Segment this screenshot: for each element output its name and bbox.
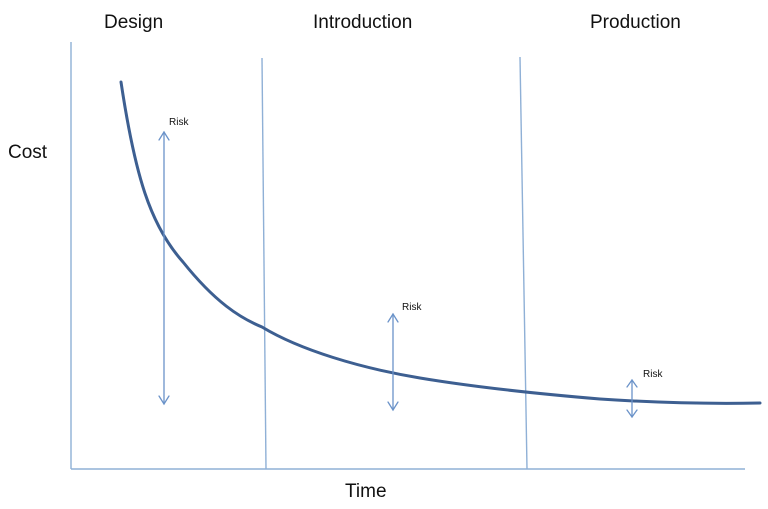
- risk-label-design: Risk: [169, 117, 189, 128]
- phase-divider-introduction-production: [519, 56, 528, 470]
- phase-label-introduction: Introduction: [313, 12, 413, 33]
- risk-arrow-introduction: [387, 312, 399, 412]
- cost-curve: [119, 80, 762, 405]
- y-axis-label: Cost: [8, 142, 48, 163]
- risk-arrow-design: [158, 130, 170, 406]
- phase-divider-design-introduction: [261, 57, 267, 470]
- risk-arrow-production: [626, 378, 638, 419]
- x-axis-label: Time: [345, 481, 387, 502]
- phase-label-design: Design: [104, 12, 164, 33]
- phase-label-production: Production: [590, 12, 681, 33]
- risk-label-production: Risk: [643, 369, 663, 380]
- risk-label-introduction: Risk: [402, 302, 422, 313]
